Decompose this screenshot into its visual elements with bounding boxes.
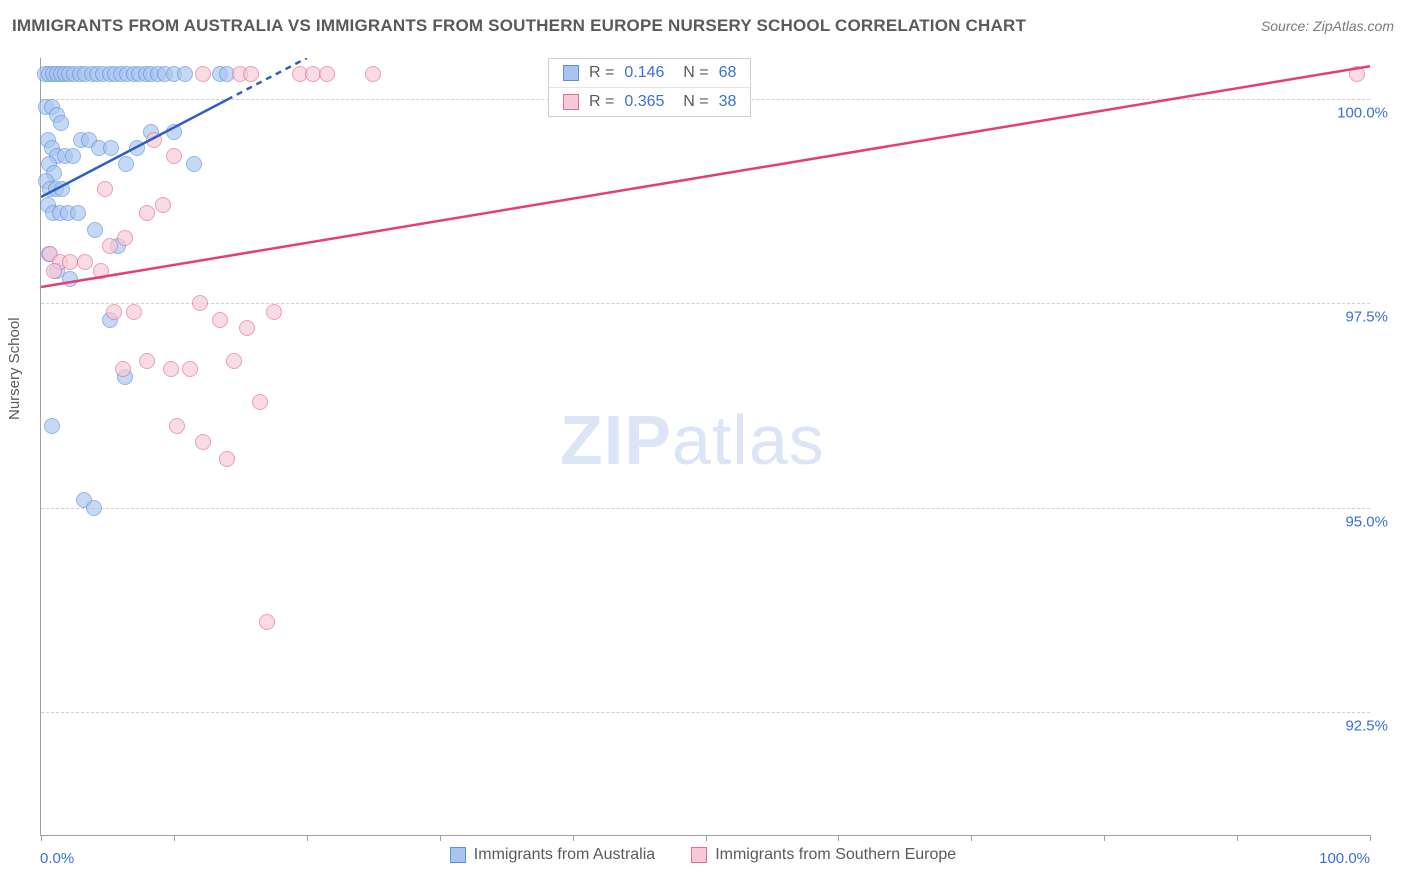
data-point-southern_europe bbox=[1349, 66, 1365, 82]
trendlines-overlay bbox=[41, 58, 1370, 835]
y-tick-label: 100.0% bbox=[1337, 104, 1388, 121]
data-point-southern_europe bbox=[97, 181, 113, 197]
data-point-australia bbox=[118, 156, 134, 172]
legend-label-australia: Immigrants from Australia bbox=[474, 846, 655, 864]
stat-n-label: N = bbox=[674, 93, 708, 111]
x-tick bbox=[706, 835, 707, 841]
data-point-australia bbox=[129, 140, 145, 156]
title-bar: IMMIGRANTS FROM AUSTRALIA VS IMMIGRANTS … bbox=[12, 10, 1394, 42]
swatch-australia bbox=[563, 65, 579, 81]
y-axis-label: Nursery School bbox=[6, 317, 23, 420]
gridline bbox=[41, 712, 1370, 713]
data-point-australia bbox=[44, 418, 60, 434]
data-point-australia bbox=[86, 500, 102, 516]
stat-n-seurope: 38 bbox=[719, 93, 737, 111]
gridline bbox=[41, 508, 1370, 509]
data-point-australia bbox=[177, 66, 193, 82]
stat-r-label: R = bbox=[589, 64, 614, 82]
x-left-label: 0.0% bbox=[40, 850, 74, 867]
legend-swatch-australia bbox=[450, 847, 466, 863]
x-tick bbox=[41, 835, 42, 841]
data-point-southern_europe bbox=[319, 66, 335, 82]
stats-row-seurope: R = 0.365 N = 38 bbox=[549, 87, 750, 116]
data-point-australia bbox=[54, 181, 70, 197]
data-point-southern_europe bbox=[93, 263, 109, 279]
data-point-southern_europe bbox=[243, 66, 259, 82]
stat-r-seurope: 0.365 bbox=[624, 93, 664, 111]
x-tick bbox=[971, 835, 972, 841]
stat-r-label: R = bbox=[589, 93, 614, 111]
data-point-southern_europe bbox=[166, 148, 182, 164]
data-point-australia bbox=[87, 222, 103, 238]
data-point-australia bbox=[103, 140, 119, 156]
data-point-southern_europe bbox=[169, 418, 185, 434]
data-point-southern_europe bbox=[266, 304, 282, 320]
data-point-southern_europe bbox=[139, 205, 155, 221]
data-point-southern_europe bbox=[117, 230, 133, 246]
x-tick bbox=[573, 835, 574, 841]
data-point-southern_europe bbox=[182, 361, 198, 377]
x-tick bbox=[1237, 835, 1238, 841]
data-point-southern_europe bbox=[239, 320, 255, 336]
legend-label-seurope: Immigrants from Southern Europe bbox=[715, 846, 956, 864]
data-point-southern_europe bbox=[77, 254, 93, 270]
legend-item-seurope: Immigrants from Southern Europe bbox=[691, 846, 956, 864]
y-tick-label: 95.0% bbox=[1345, 513, 1388, 530]
stat-n-label: N = bbox=[674, 64, 708, 82]
data-point-australia bbox=[65, 148, 81, 164]
chart-container: IMMIGRANTS FROM AUSTRALIA VS IMMIGRANTS … bbox=[0, 0, 1406, 892]
stat-n-australia: 68 bbox=[719, 64, 737, 82]
data-point-southern_europe bbox=[195, 434, 211, 450]
data-point-southern_europe bbox=[139, 353, 155, 369]
x-tick bbox=[307, 835, 308, 841]
data-point-southern_europe bbox=[163, 361, 179, 377]
data-point-southern_europe bbox=[252, 394, 268, 410]
data-point-australia bbox=[166, 124, 182, 140]
x-tick bbox=[1104, 835, 1105, 841]
data-point-southern_europe bbox=[212, 312, 228, 328]
y-tick-label: 92.5% bbox=[1345, 718, 1388, 735]
data-point-southern_europe bbox=[192, 295, 208, 311]
x-tick bbox=[1370, 835, 1371, 841]
data-point-southern_europe bbox=[259, 614, 275, 630]
gridline bbox=[41, 303, 1370, 304]
stats-legend: R = 0.146 N = 68 R = 0.365 N = 38 bbox=[548, 58, 751, 117]
data-point-southern_europe bbox=[106, 304, 122, 320]
swatch-seurope bbox=[563, 94, 579, 110]
data-point-australia bbox=[70, 205, 86, 221]
data-point-southern_europe bbox=[155, 197, 171, 213]
data-point-southern_europe bbox=[126, 304, 142, 320]
source-attribution: Source: ZipAtlas.com bbox=[1261, 18, 1394, 34]
x-right-label: 100.0% bbox=[1319, 850, 1370, 867]
data-point-southern_europe bbox=[62, 254, 78, 270]
data-point-australia bbox=[53, 115, 69, 131]
y-tick-label: 97.5% bbox=[1345, 309, 1388, 326]
data-point-australia bbox=[62, 271, 78, 287]
data-point-southern_europe bbox=[195, 66, 211, 82]
data-point-southern_europe bbox=[102, 238, 118, 254]
x-tick bbox=[174, 835, 175, 841]
legend-item-australia: Immigrants from Australia bbox=[450, 846, 655, 864]
data-point-southern_europe bbox=[46, 263, 62, 279]
data-point-southern_europe bbox=[226, 353, 242, 369]
plot-area bbox=[40, 58, 1370, 836]
data-point-southern_europe bbox=[365, 66, 381, 82]
x-tick bbox=[838, 835, 839, 841]
stat-r-australia: 0.146 bbox=[624, 64, 664, 82]
data-point-southern_europe bbox=[115, 361, 131, 377]
data-point-australia bbox=[186, 156, 202, 172]
x-tick bbox=[440, 835, 441, 841]
stats-row-australia: R = 0.146 N = 68 bbox=[549, 59, 750, 87]
data-point-southern_europe bbox=[219, 451, 235, 467]
bottom-legend: Immigrants from Australia Immigrants fro… bbox=[0, 846, 1406, 864]
chart-title: IMMIGRANTS FROM AUSTRALIA VS IMMIGRANTS … bbox=[12, 16, 1026, 36]
data-point-southern_europe bbox=[146, 132, 162, 148]
legend-swatch-seurope bbox=[691, 847, 707, 863]
